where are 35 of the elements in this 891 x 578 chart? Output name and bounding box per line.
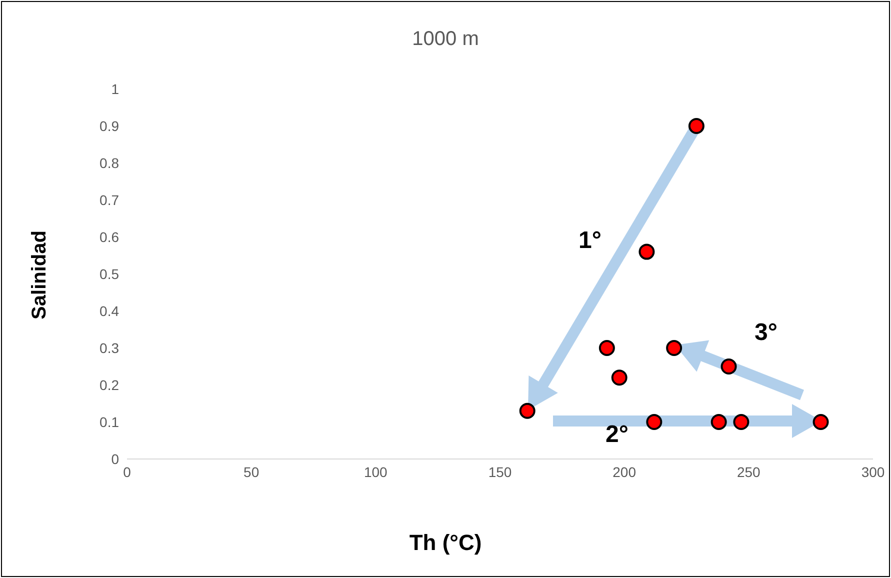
y-tick-label: 0.4 — [100, 302, 120, 319]
x-tick-label: 100 — [364, 464, 388, 480]
point — [519, 402, 536, 419]
y-axis-title: Salinidad — [28, 230, 52, 320]
y-tick-label: 0.9 — [100, 118, 120, 134]
point — [646, 414, 662, 430]
point — [638, 244, 655, 260]
y-tick-label: 0.3 — [100, 340, 120, 356]
point — [812, 414, 829, 430]
point — [733, 414, 750, 430]
x-tick-label: 250 — [736, 464, 761, 480]
y-tick-label: 0.8 — [100, 154, 120, 171]
y-tick-label: 0.5 — [100, 266, 120, 282]
point — [710, 414, 727, 430]
y-tick-label: 0.1 — [100, 414, 120, 430]
annotation: 2° — [606, 421, 628, 448]
annotation: 1° — [578, 227, 602, 254]
y-tick-label: 0.2 — [100, 376, 120, 393]
annotation: 3° — [754, 319, 778, 346]
x-axis-title: Th (°C) — [408, 530, 483, 556]
point — [666, 340, 682, 356]
y-tick-label: 0.7 — [100, 192, 120, 208]
y-tick-label: 0 — [111, 450, 120, 467]
y-tick-label: 1 — [111, 80, 120, 97]
x-tick-label: 150 — [488, 464, 512, 480]
point — [720, 358, 737, 374]
point — [598, 340, 615, 356]
x-tick-label: 200 — [612, 464, 636, 480]
y-tick-label: 0.6 — [100, 228, 120, 245]
point — [611, 370, 628, 386]
x-tick-label: 0 — [123, 464, 132, 480]
point — [688, 118, 704, 134]
x-tick-label: 50 — [244, 464, 260, 480]
x-tick-label: 300 — [861, 464, 885, 480]
chart-title: 1000 m — [411, 28, 480, 51]
